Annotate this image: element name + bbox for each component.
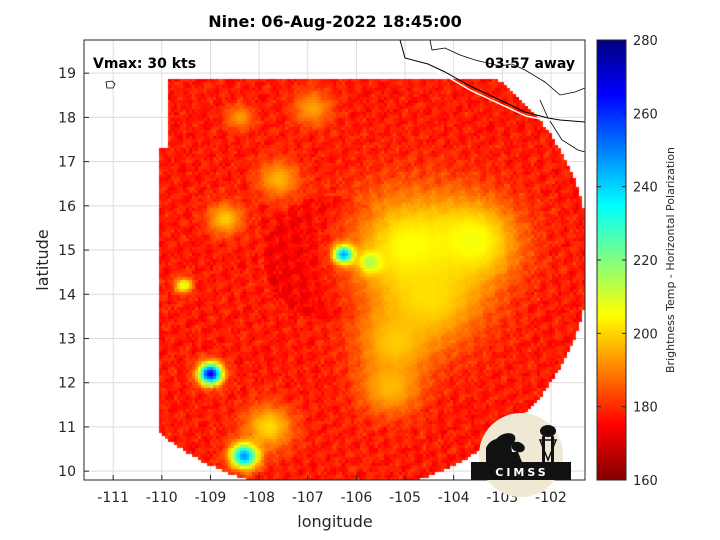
colorbar-tick-label: 280 xyxy=(633,34,658,49)
island-outline xyxy=(105,80,116,89)
coastline xyxy=(105,40,585,153)
colorbar-tick-label: 240 xyxy=(633,181,658,196)
y-tick-label: 16 xyxy=(58,199,76,215)
colorbar-tick-label: 160 xyxy=(633,474,658,489)
coastline-inner xyxy=(397,43,585,125)
x-tick-label: -107 xyxy=(292,490,324,506)
microwave-swath xyxy=(84,40,585,480)
chart-title: Nine: 06-Aug-2022 18:45:00 xyxy=(208,12,462,31)
x-tick-label: -108 xyxy=(243,490,275,506)
colorbar-tick-label: 180 xyxy=(633,401,658,416)
colorbar-label: Brightness Temp - Horizontal Polarizatio… xyxy=(664,147,677,373)
border-line-2 xyxy=(539,99,585,153)
colorbar xyxy=(596,39,627,481)
vmax-annotation: Vmax: 30 kts xyxy=(93,56,196,72)
x-tick-label: -102 xyxy=(535,490,567,506)
border-line xyxy=(429,40,585,96)
y-tick-label: 15 xyxy=(58,243,76,259)
y-axis-label: latitude xyxy=(33,229,52,290)
colorbar-tick-label: 220 xyxy=(633,254,658,269)
colorbar-tick-label: 200 xyxy=(633,327,658,342)
x-axis-label: longitude xyxy=(297,512,372,531)
colorbar-ticks: 160 180 200 220 240 260 280 xyxy=(597,34,658,489)
logo-label: CIMSS xyxy=(495,466,548,479)
y-tick-label: 10 xyxy=(58,464,76,480)
y-tick-label: 13 xyxy=(58,331,76,347)
x-tick-label: -105 xyxy=(389,490,421,506)
y-tick-label: 17 xyxy=(58,155,76,171)
x-tick-label: -109 xyxy=(195,490,227,506)
y-tick-label: 18 xyxy=(58,110,76,126)
time-away-annotation: 03:57 away xyxy=(485,56,575,72)
x-tick-label: -111 xyxy=(97,490,129,506)
x-tick-label: -110 xyxy=(146,490,178,506)
y-tick-label: 12 xyxy=(58,376,76,392)
colorbar-tick-label: 260 xyxy=(633,107,658,122)
y-tick-label: 11 xyxy=(58,420,76,436)
plot-frame xyxy=(83,39,586,481)
y-tick-label: 14 xyxy=(58,287,76,303)
x-axis-ticks: -111 -110 -109 -108 -107 -106 -105 -104 -103 -102 xyxy=(97,475,567,506)
cimss-logo: CIMSS xyxy=(471,413,571,497)
x-tick-label: -104 xyxy=(438,490,470,506)
y-axis-ticks: 10 11 12 13 14 15 16 17 18 19 xyxy=(58,66,89,480)
y-tick-label: 19 xyxy=(58,66,76,82)
coastline-outer xyxy=(399,40,585,123)
x-tick-label: -106 xyxy=(340,490,372,506)
